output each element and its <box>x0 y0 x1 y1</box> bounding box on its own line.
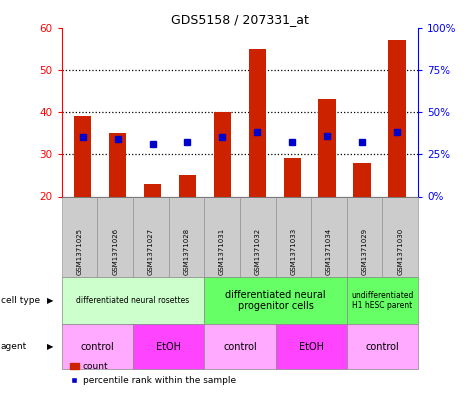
Bar <box>248 49 266 196</box>
Text: agent: agent <box>1 342 27 351</box>
Text: GSM1371030: GSM1371030 <box>397 228 403 275</box>
Text: GSM1371034: GSM1371034 <box>326 228 332 275</box>
Text: GSM1371026: GSM1371026 <box>112 228 118 275</box>
Text: GSM1371029: GSM1371029 <box>361 228 368 275</box>
Text: GSM1371027: GSM1371027 <box>148 228 154 275</box>
Text: GSM1371031: GSM1371031 <box>219 228 225 275</box>
Text: GSM1371025: GSM1371025 <box>76 228 83 275</box>
Text: GSM1371028: GSM1371028 <box>183 228 190 275</box>
Text: control: control <box>223 342 257 352</box>
Bar <box>389 40 406 196</box>
Text: GSM1371033: GSM1371033 <box>290 228 296 275</box>
Bar <box>284 158 301 196</box>
Bar <box>109 133 126 196</box>
Text: EtOH: EtOH <box>156 342 181 352</box>
Text: control: control <box>365 342 399 352</box>
Legend: count, percentile rank within the sample: count, percentile rank within the sample <box>66 359 239 389</box>
Bar <box>74 116 91 196</box>
Bar <box>214 112 231 196</box>
Text: cell type: cell type <box>1 296 40 305</box>
Text: control: control <box>80 342 114 352</box>
Text: undifferentiated
H1 hESC parent: undifferentiated H1 hESC parent <box>351 291 414 310</box>
Text: differentiated neural rosettes: differentiated neural rosettes <box>76 296 190 305</box>
Text: ▶: ▶ <box>47 296 53 305</box>
Bar <box>144 184 162 196</box>
Text: GSM1371032: GSM1371032 <box>255 228 261 275</box>
Text: differentiated neural
progenitor cells: differentiated neural progenitor cells <box>225 290 326 311</box>
Title: GDS5158 / 207331_at: GDS5158 / 207331_at <box>171 13 309 26</box>
Text: ▶: ▶ <box>47 342 53 351</box>
Bar <box>179 175 196 196</box>
Bar <box>318 99 336 196</box>
Text: EtOH: EtOH <box>299 342 323 352</box>
Bar <box>353 163 371 196</box>
